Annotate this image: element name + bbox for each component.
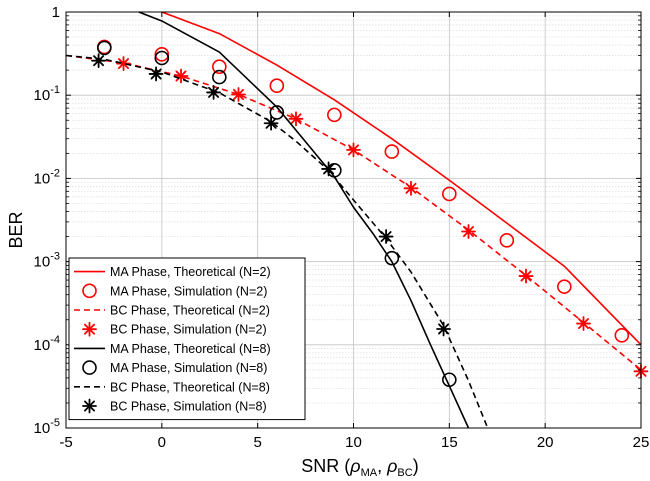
asterisk-marker — [263, 115, 279, 131]
circle-marker — [499, 233, 515, 248]
asterisk-marker — [116, 56, 131, 71]
series-line — [138, 11, 470, 429]
legend-item: MA Phase, Theoretical (N=8) — [74, 342, 271, 356]
circle-marker — [614, 328, 630, 343]
asterisk-marker — [206, 85, 221, 100]
x-tick-labels: -5 0 5 10 15 20 25 — [59, 434, 649, 451]
asterisk-marker — [173, 68, 189, 84]
series-layer — [65, 11, 649, 429]
circle-marker — [442, 186, 457, 202]
asterisk-marker — [82, 398, 97, 414]
x-tick-label: 0 — [158, 434, 166, 451]
asterisk-marker — [321, 161, 336, 177]
legend-item: MA Phase, Theoretical (N=2) — [74, 265, 271, 279]
y-tick-label: 10-2 — [34, 167, 60, 187]
asterisk-marker — [231, 87, 246, 102]
legend-item: BC Phase, Simulation (N=8) — [82, 398, 267, 414]
legend-label: BC Phase, Theoretical (N=8) — [110, 380, 270, 394]
y-axis-title: BER — [6, 211, 26, 248]
asterisk-marker — [461, 224, 476, 239]
legend-item: BC Phase, Theoretical (N=2) — [74, 304, 270, 318]
circle-marker — [384, 144, 400, 159]
asterisk-marker — [378, 229, 394, 244]
legend: MA Phase, Theoretical (N=2) MA Phase, Sim… — [68, 257, 306, 421]
series-4 — [138, 11, 470, 429]
legend-item: BC Phase, Simulation (N=2) — [82, 321, 267, 337]
circle-marker — [212, 59, 227, 75]
legend-label: BC Phase, Theoretical (N=2) — [110, 304, 270, 318]
circle-marker — [442, 372, 457, 388]
legend-label: BC Phase, Simulation (N=2) — [110, 323, 267, 337]
legend-label: MA Phase, Simulation (N=2) — [110, 284, 267, 298]
asterisk-marker — [436, 321, 451, 337]
circle-marker — [82, 283, 97, 299]
x-axis-title: SNR (ρMA, ρBC) — [301, 456, 418, 479]
asterisk-marker — [403, 180, 419, 196]
legend-label: MA Phase, Theoretical (N=8) — [110, 342, 271, 356]
legend-label: BC Phase, Simulation (N=8) — [110, 400, 267, 414]
y-tick-label: 10-1 — [34, 84, 60, 104]
series-7 — [91, 53, 451, 337]
y-tick-labels: 10-5 10-4 10-3 10-2 10-1 1 — [34, 4, 60, 437]
series-5 — [97, 40, 457, 388]
y-tick-label: 1 — [52, 4, 60, 21]
asterisk-marker — [82, 321, 97, 337]
circle-marker — [97, 40, 112, 56]
y-tick-label: 10-3 — [34, 251, 60, 271]
circle-marker — [154, 47, 170, 62]
asterisk-marker — [148, 66, 164, 82]
asterisk-marker — [576, 316, 591, 331]
legend-item: BC Phase, Theoretical (N=8) — [74, 380, 270, 394]
circle-marker — [327, 107, 342, 123]
circle-marker — [384, 250, 400, 266]
x-tick-label: 10 — [345, 434, 362, 451]
x-tick-label: 20 — [537, 434, 554, 451]
circle-marker — [269, 105, 285, 120]
asterisk-marker — [91, 53, 106, 69]
legend-label: MA Phase, Theoretical (N=2) — [110, 265, 271, 279]
x-tick-label: 15 — [441, 434, 458, 451]
legend-item: MA Phase, Simulation (N=8) — [82, 360, 267, 375]
series-line — [161, 11, 642, 346]
x-tick-label: -5 — [59, 434, 72, 451]
asterisk-marker — [288, 111, 304, 127]
asterisk-marker — [518, 268, 534, 284]
asterisk-marker — [346, 142, 361, 158]
x-tick-label: 25 — [633, 434, 650, 451]
x-tick-label: 5 — [253, 434, 261, 451]
circle-marker — [212, 69, 227, 85]
legend-box — [68, 257, 306, 421]
y-tick-label: 10-4 — [34, 334, 60, 354]
legend-item: MA Phase, Simulation (N=2) — [82, 283, 267, 299]
circle-marker — [557, 279, 572, 294]
circle-marker — [82, 360, 97, 375]
y-tick-label: 10-5 — [34, 417, 60, 437]
circle-marker — [269, 78, 285, 94]
circle-marker — [154, 50, 170, 66]
legend-label: MA Phase, Simulation (N=8) — [110, 361, 267, 375]
series-0 — [161, 11, 642, 346]
